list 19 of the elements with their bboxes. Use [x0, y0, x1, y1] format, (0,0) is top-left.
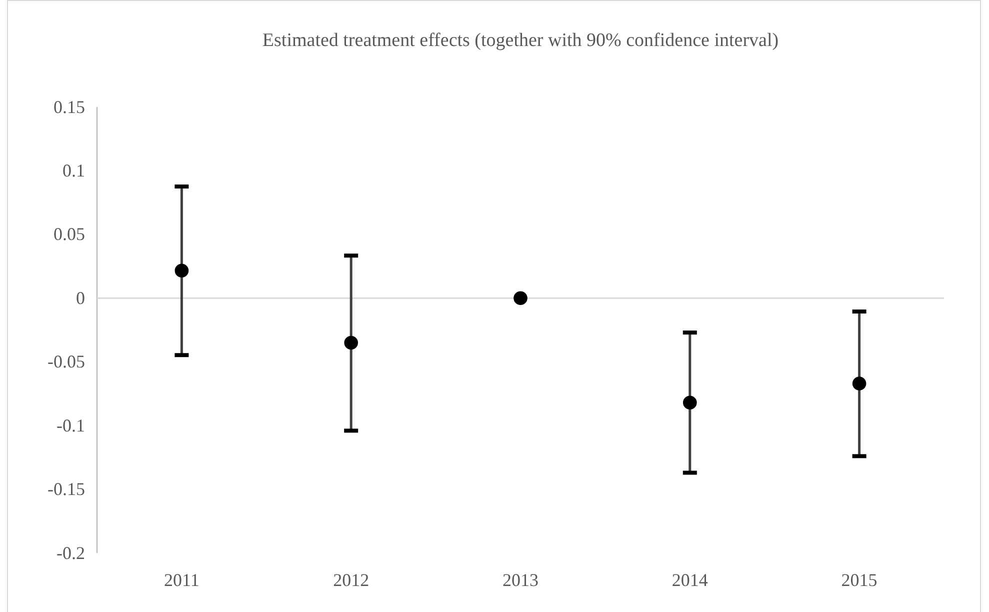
y-tick-label: 0.05 — [54, 224, 85, 244]
point — [514, 291, 528, 306]
y-tick-label: 0.1 — [62, 160, 85, 180]
y-tick-label: 0.15 — [54, 96, 85, 117]
point — [682, 396, 697, 410]
x-tick-label: 2012 — [333, 570, 370, 590]
y-tick-label: 0 — [76, 288, 85, 308]
x-tick-label: 2011 — [164, 570, 200, 590]
point — [344, 336, 358, 350]
point — [852, 376, 866, 390]
chart-title: Estimated treatment effects (together with 90% confidence interval) — [262, 30, 779, 51]
y-tick-label: -0.1 — [56, 415, 85, 436]
x-tick-label: 2013 — [502, 570, 538, 590]
x-tick-label: 2015 — [841, 570, 878, 590]
x-tick-label: 2014 — [672, 570, 708, 590]
y-tick-label: -0.05 — [48, 352, 85, 372]
y-tick-label: -0.15 — [48, 479, 85, 500]
y-tick-label: -0.2 — [56, 542, 85, 563]
point — [174, 264, 189, 278]
